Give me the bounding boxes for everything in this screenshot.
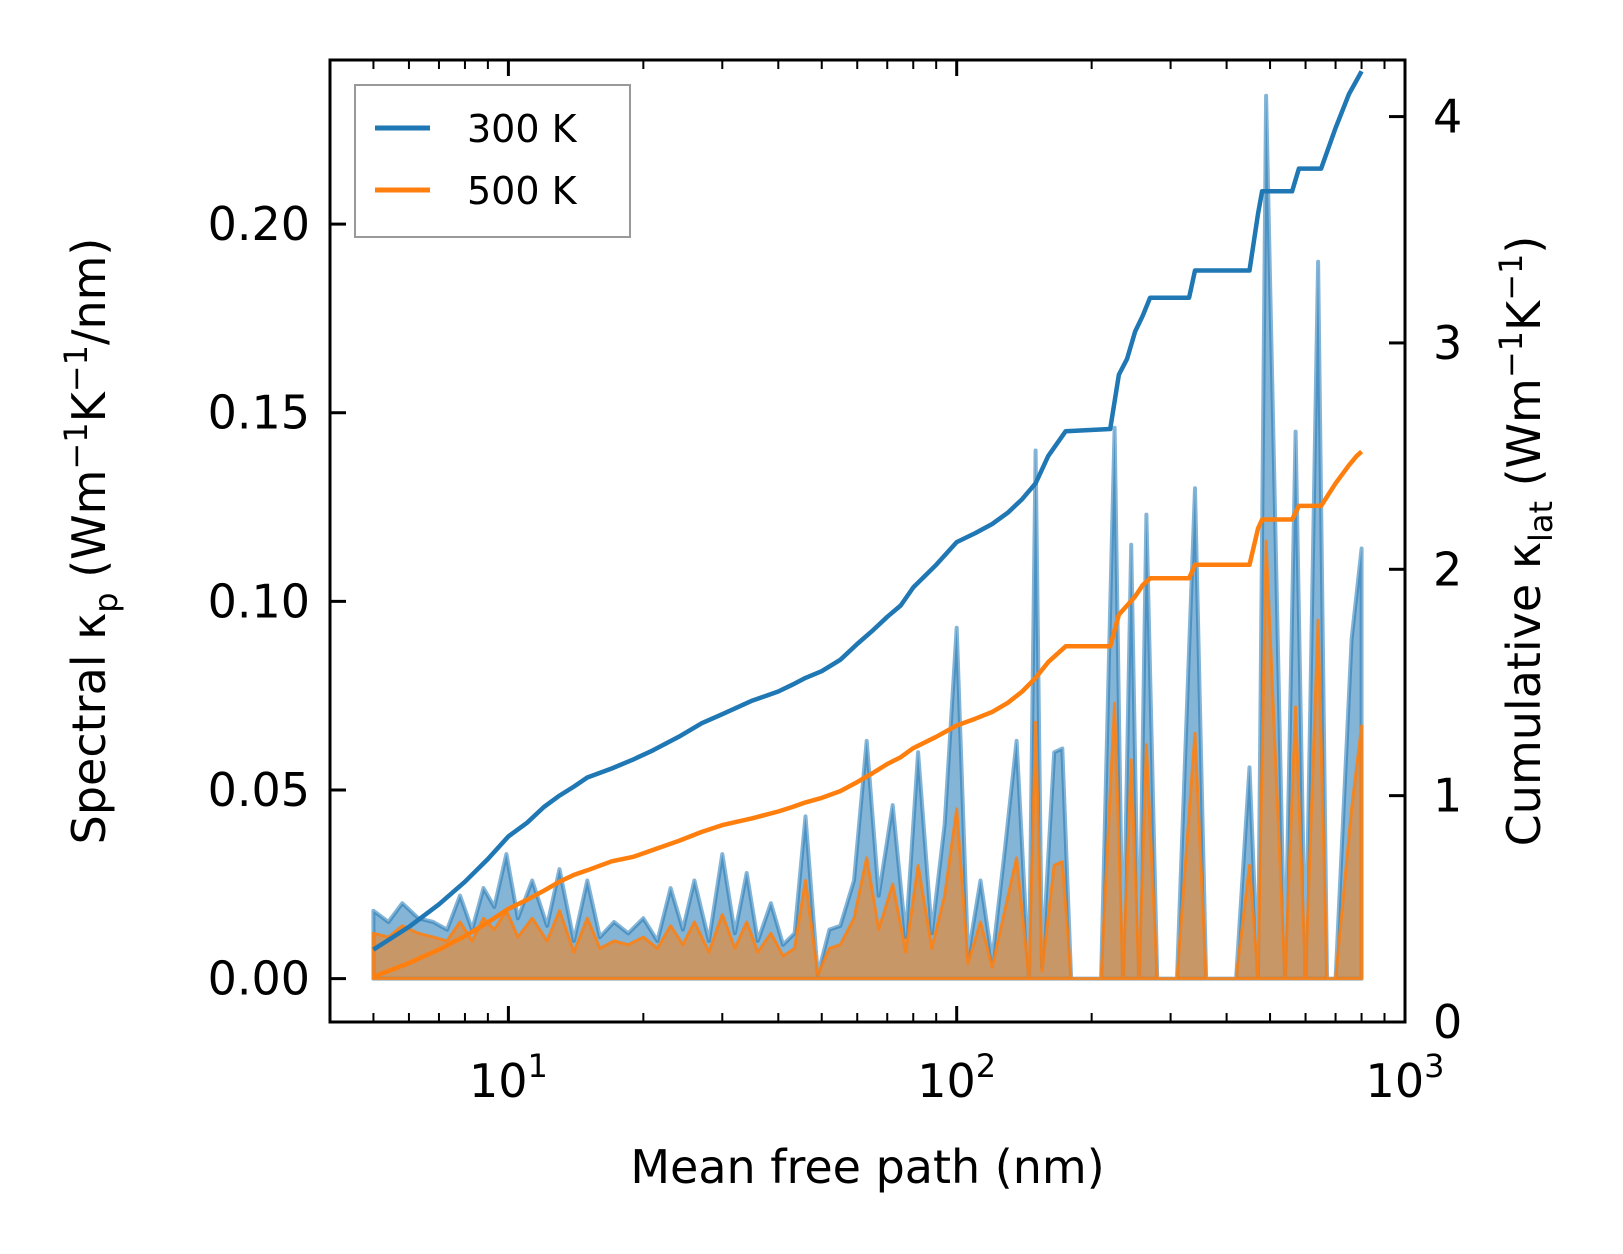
x-tick-label: 101 (469, 1047, 548, 1108)
y-right-tick-label: 3 (1433, 316, 1462, 370)
legend-label-500k: 500 K (467, 169, 578, 213)
y-left-tick-label: 0.20 (208, 197, 310, 251)
x-tick-label: 103 (1366, 1047, 1445, 1108)
x-tick-label: 102 (917, 1047, 996, 1108)
axes-frame (328, 58, 1407, 1024)
y-right-axis-title: Cumulative κlat (Wm−1K−1) (1492, 236, 1560, 847)
y-right-tick-label: 1 (1433, 769, 1462, 823)
spectral-500k-line (371, 539, 1364, 981)
y-left-tick-label: 0.15 (208, 386, 310, 440)
spectral-500k-area (373, 541, 1362, 979)
y-right-tick-label: 0 (1433, 995, 1462, 1049)
legend-box (354, 84, 631, 238)
legend-label-300k: 300 K (467, 107, 578, 151)
y-left-tick-label: 0.00 (208, 952, 310, 1006)
legend: 300 K 500 K (354, 84, 631, 238)
x-axis-title: Mean free path (nm) (630, 1140, 1104, 1194)
y-left-axis-title: Spectral κp (Wm−1K−1/nm) (57, 238, 125, 845)
plot-area (371, 70, 1364, 981)
cumulative-300k-line (372, 70, 1364, 952)
cumulative-500k-line (372, 449, 1364, 979)
y-left-tick-label: 0.10 (208, 574, 310, 628)
plot-clip-group (371, 70, 1364, 981)
axes: 101 102 103 0.00 0.05 0.10 0.15 0.20 0 1 2 3 4 Mean f… (57, 58, 1560, 1194)
y-right-tick-label: 4 (1433, 90, 1462, 144)
y-left-tick-label: 0.05 (208, 763, 310, 817)
y-right-tick-label: 2 (1433, 542, 1462, 596)
